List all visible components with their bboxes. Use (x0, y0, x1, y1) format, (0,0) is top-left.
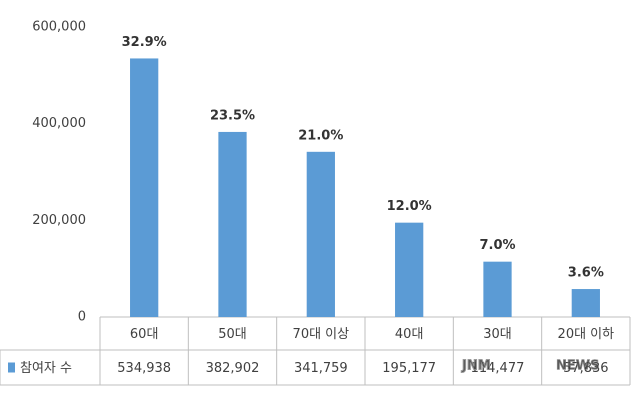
table-value: 114,477 (471, 361, 525, 376)
share-label: 21.0% (298, 128, 343, 143)
y-tick-label: 600,000 (32, 20, 86, 35)
share-label: 3.6% (568, 266, 604, 281)
share-label: 7.0% (479, 238, 515, 253)
watermark: NEWS (556, 359, 599, 374)
share-label: 32.9% (122, 35, 167, 50)
bar (306, 151, 335, 317)
y-tick-label: 200,000 (32, 213, 86, 228)
x-tick-label: 50대 (218, 327, 247, 342)
x-tick-label: 40대 (395, 327, 424, 342)
bar (571, 289, 600, 317)
x-tick-label: 70대 이상 (293, 327, 350, 342)
share-label: 12.0% (387, 199, 432, 214)
bar (483, 261, 512, 317)
bar (395, 222, 424, 317)
table-value: 382,902 (206, 361, 260, 376)
x-tick-label: 20대 이하 (558, 327, 615, 342)
share-label: 23.5% (210, 108, 255, 123)
y-tick-label: 0 (78, 310, 86, 325)
table-value: 534,938 (117, 361, 171, 376)
table-value: 341,759 (294, 361, 348, 376)
table-value: 195,177 (382, 361, 436, 376)
bar (218, 131, 247, 317)
legend-label: 참여자 수 (20, 361, 72, 376)
x-tick-label: 30대 (483, 327, 512, 342)
bar (130, 58, 159, 318)
x-tick-label: 60대 (130, 327, 159, 342)
table-value: 57,836 (563, 361, 609, 376)
y-tick-label: 400,000 (32, 116, 86, 131)
legend-swatch (8, 362, 15, 373)
watermark: JNM (461, 359, 491, 374)
